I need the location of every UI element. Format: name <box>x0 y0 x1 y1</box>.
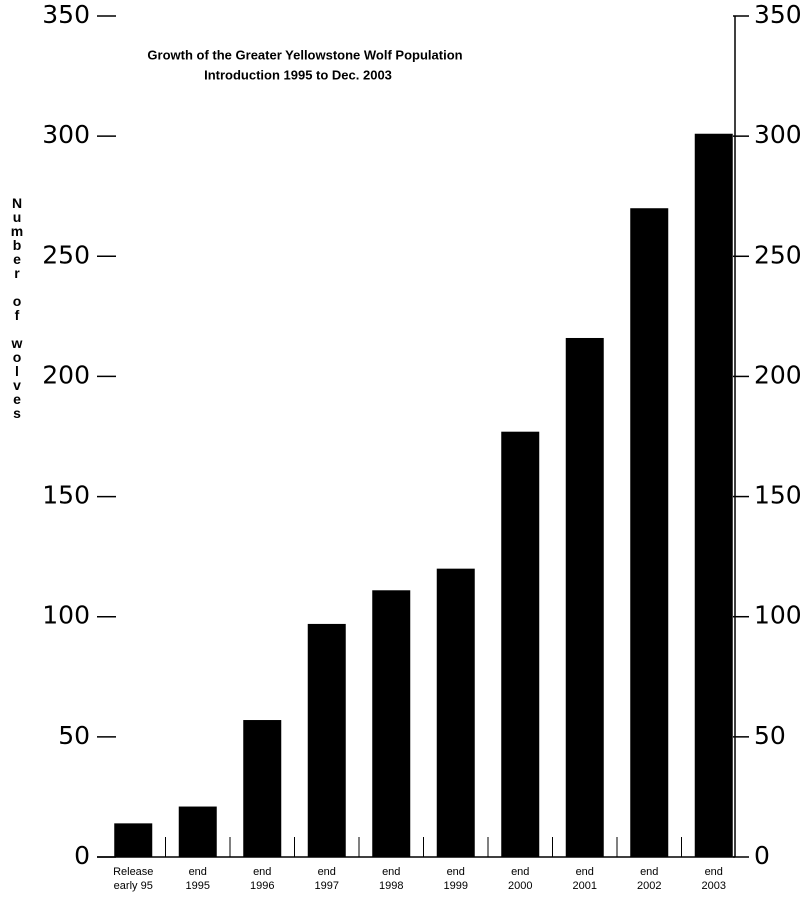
x-tick-label: end 1996 <box>250 866 274 892</box>
x-tick-label: end 1995 <box>186 866 210 892</box>
y2-tick-label: 100 <box>754 601 802 630</box>
y-tick-label: 50 <box>58 721 90 750</box>
bar <box>372 590 411 857</box>
bar <box>307 623 346 857</box>
x-tick-label: Release early 95 <box>113 866 153 892</box>
y2-tick-label: 150 <box>754 481 802 510</box>
chart-subtitle: Introduction 1995 to Dec. 2003 <box>204 67 392 82</box>
bar <box>243 720 282 857</box>
y-tick-label: 250 <box>42 240 90 269</box>
y2-tick-label: 250 <box>754 240 802 269</box>
bar <box>501 431 540 857</box>
y-tick-label: 100 <box>42 601 90 630</box>
x-tick-label: end 2000 <box>508 866 532 892</box>
y2-tick-label: 300 <box>754 120 802 149</box>
x-tick-label: end 2001 <box>573 866 597 892</box>
y-axis-label: Number of wolves <box>9 195 25 419</box>
y2-tick-label: 50 <box>754 721 786 750</box>
bar <box>694 133 733 858</box>
y2-tick-label: 350 <box>754 0 802 29</box>
bar <box>114 823 153 857</box>
bar <box>630 208 669 857</box>
bar <box>565 337 604 857</box>
bar <box>178 806 217 857</box>
y-tick-label: 0 <box>74 841 90 870</box>
x-tick-label: end 1998 <box>379 866 403 892</box>
chart-title: Growth of the Greater Yellowstone Wolf P… <box>147 47 462 62</box>
x-tick-label: end 2003 <box>702 866 726 892</box>
y-tick-label: 350 <box>42 0 90 29</box>
bar <box>436 568 475 857</box>
y2-tick-label: 0 <box>754 841 770 870</box>
x-tick-label: end 2002 <box>637 866 661 892</box>
y2-tick-label: 200 <box>754 360 802 389</box>
y-tick-label: 150 <box>42 481 90 510</box>
y-tick-label: 200 <box>42 360 90 389</box>
x-tick-label: end 1997 <box>315 866 339 892</box>
y-tick-label: 300 <box>42 120 90 149</box>
x-tick-label: end 1999 <box>444 866 468 892</box>
